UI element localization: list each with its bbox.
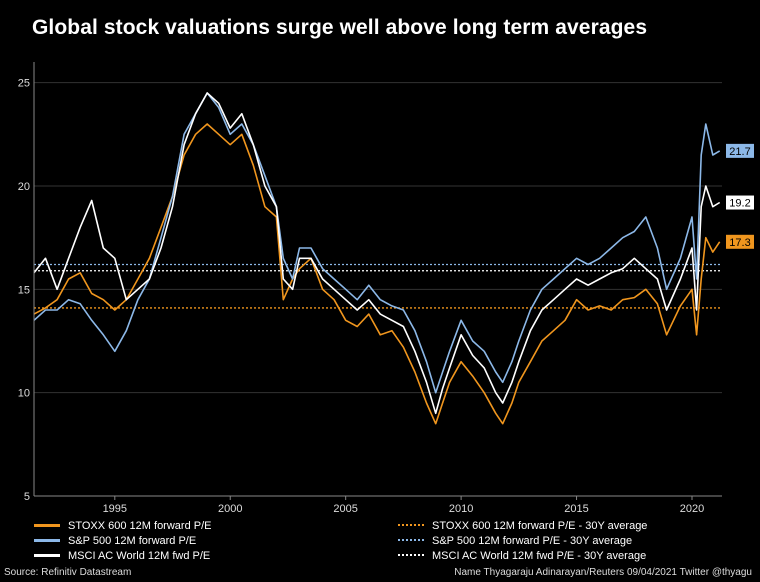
y-tick-label: 5: [24, 491, 30, 503]
x-tick-label: 2020: [680, 503, 704, 515]
legend-item-stoxx: STOXX 600 12M forward P/E: [34, 520, 211, 532]
legend-swatch-stoxx: [34, 523, 60, 527]
y-tick-label: 15: [18, 284, 30, 296]
x-tick-label: 2015: [564, 503, 588, 515]
legend-swatch-msci-average: [398, 554, 424, 557]
legend-item-msci: MSCI AC World 12M fwd P/E: [34, 550, 210, 562]
legend-item-stoxx-average: STOXX 600 12M forward P/E - 30Y average: [398, 520, 647, 532]
legend-label: S&P 500 12M forward P/E: [68, 535, 197, 547]
end-label-sp500: 21.7: [729, 146, 750, 158]
x-tick-label: 2000: [218, 503, 242, 515]
end-label-msci: 19.2: [729, 198, 750, 210]
legend-label: STOXX 600 12M forward P/E: [68, 520, 212, 532]
x-tick-label: 2005: [333, 503, 357, 515]
series-line-stoxx: [33, 123, 721, 425]
end-label-stoxx: 17.3: [729, 237, 750, 249]
legend: STOXX 600 12M forward P/E S&P 500 12M fo…: [34, 520, 734, 565]
end-labels: 21.7 19.2 17.3: [726, 143, 754, 249]
legend-swatch-stoxx-average: [398, 524, 424, 527]
axes: 5 10 15 20 25 1995 2000 2005 2010 2015 2020: [18, 62, 722, 515]
legend-swatch-msci: [34, 553, 60, 557]
x-tick-label: 1995: [103, 503, 127, 515]
chart-title: Global stock valuations surge well above…: [32, 16, 648, 39]
x-tick-label: 2010: [449, 503, 473, 515]
legend-label: S&P 500 12M forward P/E - 30Y average: [432, 535, 633, 547]
y-tick-label: 25: [18, 78, 30, 90]
source-note: Source: Refinitiv Datastream: [4, 567, 132, 578]
end-label-box-msci: [726, 195, 754, 210]
series-lines: [33, 92, 721, 425]
legend-item-sp500: S&P 500 12M forward P/E: [34, 535, 196, 547]
credit-note: Name Thyagaraju Adinarayan/Reuters 09/04…: [454, 567, 752, 578]
y-tick-label: 10: [18, 388, 30, 400]
series-line-msci: [33, 92, 721, 415]
end-label-box-sp500: [726, 143, 754, 158]
legend-swatch-sp500-average: [398, 539, 424, 542]
y-tick-label: 20: [18, 181, 30, 193]
legend-item-msci-average: MSCI AC World 12M fwd P/E - 30Y average: [398, 550, 646, 562]
legend-label: STOXX 600 12M forward P/E - 30Y average: [432, 520, 648, 532]
legend-swatch-sp500: [34, 538, 60, 542]
series-line-sp500: [33, 92, 721, 394]
end-label-box-stoxx: [726, 234, 754, 249]
legend-label: MSCI AC World 12M fwd P/E - 30Y average: [432, 550, 647, 562]
legend-label: MSCI AC World 12M fwd P/E: [68, 550, 211, 562]
legend-item-sp500-average: S&P 500 12M forward P/E - 30Y average: [398, 535, 632, 547]
